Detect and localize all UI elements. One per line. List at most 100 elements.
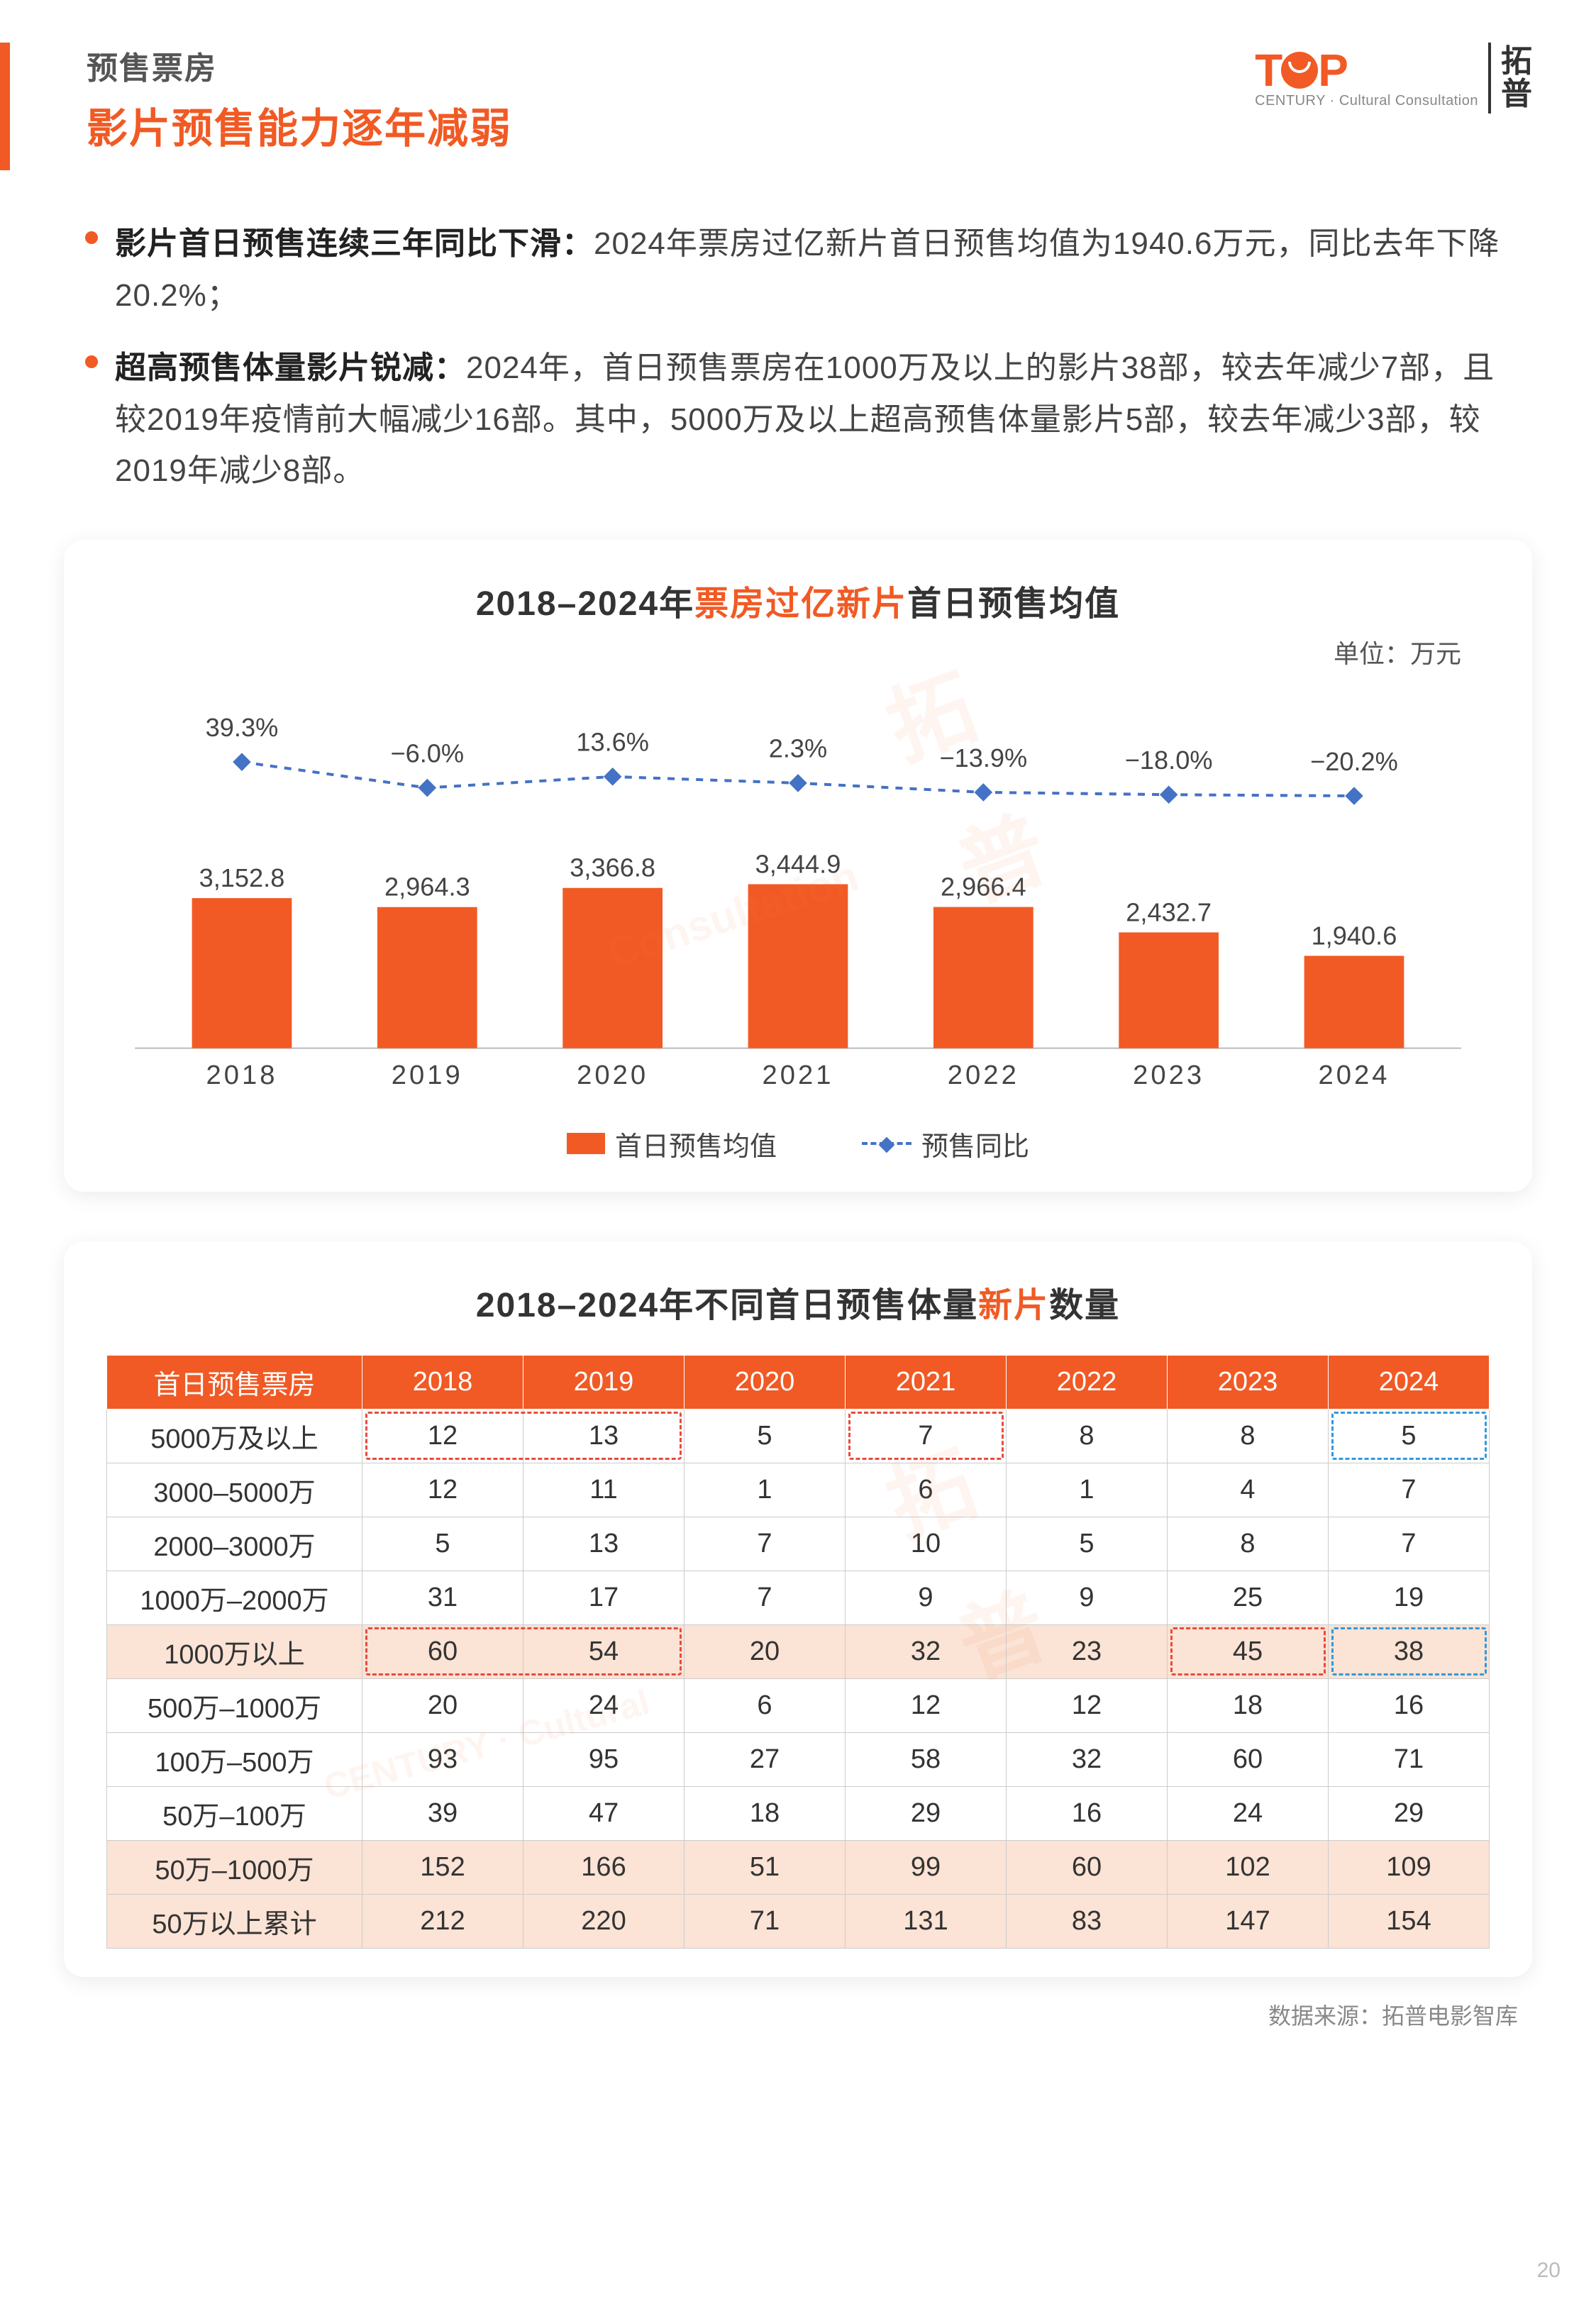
table-cell: 27 <box>685 1732 846 1786</box>
table-cell: 13 <box>523 1517 685 1571</box>
svg-text:3,366.8: 3,366.8 <box>570 853 655 882</box>
table-cell: 32 <box>846 1624 1007 1678</box>
logo-text: TP <box>1255 48 1478 93</box>
table-cell: 60 <box>1007 1840 1168 1894</box>
table-cell: 24 <box>1168 1786 1329 1840</box>
table-cell: 16 <box>1007 1786 1168 1840</box>
table-cell: 58 <box>846 1732 1007 1786</box>
row-label: 3000–5000万 <box>107 1463 362 1517</box>
table-cell: 152 <box>362 1840 523 1894</box>
combo-chart: 20183,152.839.3%20192,964.3−6.0%20203,36… <box>106 677 1490 1117</box>
table-cell: 102 <box>1168 1840 1329 1894</box>
svg-text:−20.2%: −20.2% <box>1310 747 1398 776</box>
table-cell: 6 <box>846 1463 1007 1517</box>
table-cell: 38 <box>1329 1624 1490 1678</box>
svg-text:13.6%: 13.6% <box>576 728 649 757</box>
row-label: 2000–3000万 <box>107 1517 362 1571</box>
table-cell: 95 <box>523 1732 685 1786</box>
svg-text:−6.0%: −6.0% <box>391 738 465 768</box>
svg-text:2019: 2019 <box>392 1060 463 1090</box>
table-cell: 7 <box>685 1517 846 1571</box>
presale-table: 首日预售票房20182019202020212022202320245000万及… <box>106 1355 1490 1949</box>
table-cell: 18 <box>1168 1678 1329 1732</box>
col-header-year: 2020 <box>685 1355 846 1409</box>
table-cell: 212 <box>362 1894 523 1948</box>
svg-text:2021: 2021 <box>762 1060 833 1090</box>
table-cell: 13 <box>523 1409 685 1463</box>
brand-logo: TP CENTURY · Cultural Consultation 拓普 <box>1255 43 1532 113</box>
data-source: 数据来源：拓普电影智库 <box>64 1998 1532 2031</box>
table-card: 2018–2024年不同首日预售体量新片数量 首日预售票房20182019202… <box>64 1241 1532 1977</box>
table-cell: 6 <box>685 1678 846 1732</box>
table-row: 5000万及以上121357885 <box>107 1409 1490 1463</box>
table-cell: 24 <box>523 1678 685 1732</box>
table-cell: 17 <box>523 1571 685 1624</box>
table-cell: 5 <box>1007 1517 1168 1571</box>
table-cell: 29 <box>846 1786 1007 1840</box>
table-cell: 4 <box>1168 1463 1329 1517</box>
svg-text:1,940.6: 1,940.6 <box>1312 921 1397 950</box>
table-cell: 54 <box>523 1624 685 1678</box>
row-label: 50万–100万 <box>107 1786 362 1840</box>
table-cell: 20 <box>685 1624 846 1678</box>
table-cell: 7 <box>1329 1517 1490 1571</box>
page-header: 预售票房 影片预售能力逐年减弱 TP CENTURY · Cultural Co… <box>64 43 1532 155</box>
svg-text:39.3%: 39.3% <box>206 713 279 742</box>
table-cell: 131 <box>846 1894 1007 1948</box>
table-cell: 51 <box>685 1840 846 1894</box>
table-row: 3000–5000万121116147 <box>107 1463 1490 1517</box>
chart-unit: 单位：万元 <box>106 633 1490 670</box>
svg-text:2,964.3: 2,964.3 <box>384 873 470 902</box>
chart-title: 2018–2024年票房过亿新片首日预售均值 <box>106 575 1490 625</box>
table-cell: 45 <box>1168 1624 1329 1678</box>
table-cell: 12 <box>846 1678 1007 1732</box>
table-cell: 10 <box>846 1517 1007 1571</box>
table-cell: 8 <box>1007 1409 1168 1463</box>
table-cell: 11 <box>523 1463 685 1517</box>
legend-line-label: 预售同比 <box>921 1124 1029 1163</box>
table-cell: 16 <box>1329 1678 1490 1732</box>
table-cell: 5 <box>685 1409 846 1463</box>
svg-text:2.3%: 2.3% <box>769 734 827 763</box>
table-cell: 18 <box>685 1786 846 1840</box>
table-cell: 147 <box>1168 1894 1329 1948</box>
table-cell: 1 <box>685 1463 846 1517</box>
col-header-year: 2024 <box>1329 1355 1490 1409</box>
svg-text:2022: 2022 <box>948 1060 1019 1090</box>
row-label: 1000万–2000万 <box>107 1571 362 1624</box>
table-cell: 109 <box>1329 1840 1490 1894</box>
legend-bar-label: 首日预售均值 <box>615 1124 777 1163</box>
table-cell: 19 <box>1329 1571 1490 1624</box>
logo-cn: 拓普 <box>1501 45 1532 111</box>
table-cell: 9 <box>846 1571 1007 1624</box>
svg-text:3,152.8: 3,152.8 <box>199 863 285 892</box>
bullet-item: 超高预售体量影片锐减：2024年，首日预售票房在1000万及以上的影片38部，较… <box>85 343 1511 497</box>
table-cell: 1 <box>1007 1463 1168 1517</box>
table-cell: 12 <box>1007 1678 1168 1732</box>
chart-card: 2018–2024年票房过亿新片首日预售均值 单位：万元 20183,152.8… <box>64 540 1532 1192</box>
table-cell: 20 <box>362 1678 523 1732</box>
table-cell: 5 <box>362 1517 523 1571</box>
col-header-year: 2019 <box>523 1355 685 1409</box>
table-cell: 9 <box>1007 1571 1168 1624</box>
svg-text:2,432.7: 2,432.7 <box>1126 897 1212 926</box>
table-cell: 12 <box>362 1409 523 1463</box>
chart-legend: 首日预售均值 预售同比 <box>106 1124 1490 1163</box>
table-cell: 47 <box>523 1786 685 1840</box>
col-header-label: 首日预售票房 <box>107 1355 362 1409</box>
svg-text:−13.9%: −13.9% <box>939 743 1027 772</box>
table-cell: 60 <box>1168 1732 1329 1786</box>
svg-text:3,444.9: 3,444.9 <box>755 849 841 878</box>
col-header-year: 2022 <box>1007 1355 1168 1409</box>
table-row: 50万–100万39471829162429 <box>107 1786 1490 1840</box>
table-cell: 8 <box>1168 1517 1329 1571</box>
table-cell: 99 <box>846 1840 1007 1894</box>
table-cell: 23 <box>1007 1624 1168 1678</box>
row-label: 100万–500万 <box>107 1732 362 1786</box>
table-cell: 166 <box>523 1840 685 1894</box>
table-cell: 32 <box>1007 1732 1168 1786</box>
table-cell: 60 <box>362 1624 523 1678</box>
row-label: 500万–1000万 <box>107 1678 362 1732</box>
table-cell: 39 <box>362 1786 523 1840</box>
table-cell: 220 <box>523 1894 685 1948</box>
